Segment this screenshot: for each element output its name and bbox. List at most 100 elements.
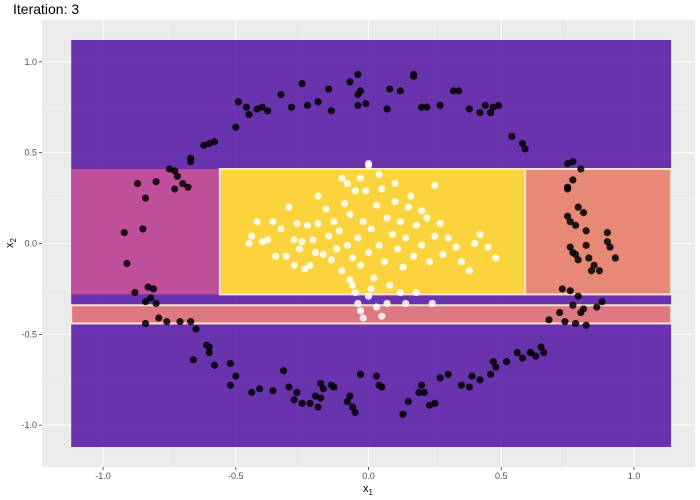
data-point (333, 245, 341, 253)
data-point (290, 396, 298, 404)
data-point (131, 288, 139, 297)
data-point (306, 261, 314, 269)
data-point (386, 281, 394, 289)
data-point (351, 288, 359, 297)
data-point (341, 199, 349, 208)
data-point (367, 285, 375, 293)
data-point (558, 285, 566, 293)
data-point (311, 248, 320, 257)
data-point (139, 225, 147, 233)
y-tick-label: 0.0 (24, 239, 37, 249)
x-axis-title: x1 (363, 483, 374, 497)
data-point (569, 176, 577, 184)
data-point (187, 154, 195, 162)
data-point (386, 85, 394, 93)
data-point (141, 298, 150, 306)
data-point (330, 383, 338, 391)
axes: -1.0 -0.5 0.0 0.5 1.0 1.0 0.5 0.0 -0.5 -1.0 (21, 57, 640, 481)
data-point (465, 383, 473, 391)
data-point (383, 105, 391, 113)
data-point (423, 103, 431, 111)
data-point (556, 308, 564, 317)
data-point (545, 316, 553, 324)
data-point (210, 138, 219, 146)
data-point (282, 252, 290, 260)
data-point (149, 285, 158, 293)
data-point (359, 314, 367, 322)
data-point (192, 325, 200, 333)
data-point (322, 205, 330, 213)
data-point (147, 294, 155, 302)
decision-region (70, 304, 673, 325)
data-point (476, 230, 484, 239)
data-point (431, 181, 439, 189)
data-point (487, 370, 495, 378)
data-point (412, 221, 420, 229)
data-point (428, 299, 436, 308)
data-point (399, 410, 407, 418)
data-point (348, 281, 357, 289)
data-point (399, 263, 407, 271)
data-point (314, 219, 322, 228)
data-point (444, 370, 452, 378)
data-point (171, 185, 179, 193)
data-point (271, 252, 280, 260)
data-point (484, 243, 492, 251)
data-point (457, 381, 466, 389)
data-point (574, 256, 582, 264)
x-tick-label: 0.0 (362, 471, 375, 481)
data-point (537, 343, 545, 351)
data-point (468, 372, 476, 380)
data-point (319, 385, 327, 393)
data-point (287, 103, 296, 111)
data-point (176, 318, 184, 326)
data-point (364, 292, 373, 300)
data-point (502, 358, 511, 366)
data-point (354, 299, 362, 308)
data-point (587, 267, 596, 275)
data-point (526, 348, 535, 357)
data-point (205, 343, 213, 351)
data-point (205, 348, 213, 357)
data-point (444, 234, 452, 242)
data-point (248, 232, 256, 240)
data-point (245, 239, 253, 248)
data-point (256, 385, 264, 393)
data-point (402, 299, 410, 308)
data-point (298, 79, 306, 88)
data-point (521, 145, 529, 153)
data-point (569, 301, 577, 309)
data-point (383, 214, 391, 222)
data-point (242, 103, 250, 111)
data-point (415, 388, 423, 397)
data-point (431, 232, 439, 240)
data-point (343, 241, 351, 249)
data-point (391, 179, 399, 188)
data-point (380, 258, 389, 266)
data-point (571, 319, 580, 328)
data-point (277, 225, 285, 233)
data-point (152, 178, 160, 186)
y-axis-title: x2 (4, 237, 18, 248)
data-point (487, 109, 495, 117)
data-point (351, 187, 359, 195)
data-point (173, 172, 181, 180)
data-point (356, 174, 365, 182)
data-point (179, 179, 187, 188)
data-point (582, 241, 590, 249)
data-point (346, 210, 354, 219)
data-point (141, 319, 150, 328)
data-point (298, 399, 306, 408)
data-point (566, 287, 574, 295)
data-point (378, 185, 386, 193)
data-point (593, 303, 601, 311)
data-point (571, 221, 580, 229)
data-point (595, 267, 604, 275)
data-point (603, 238, 612, 246)
data-point (343, 397, 351, 406)
data-point (394, 245, 402, 253)
data-point (585, 254, 593, 262)
data-point (579, 209, 588, 217)
data-point (338, 174, 346, 182)
data-point (383, 299, 391, 308)
